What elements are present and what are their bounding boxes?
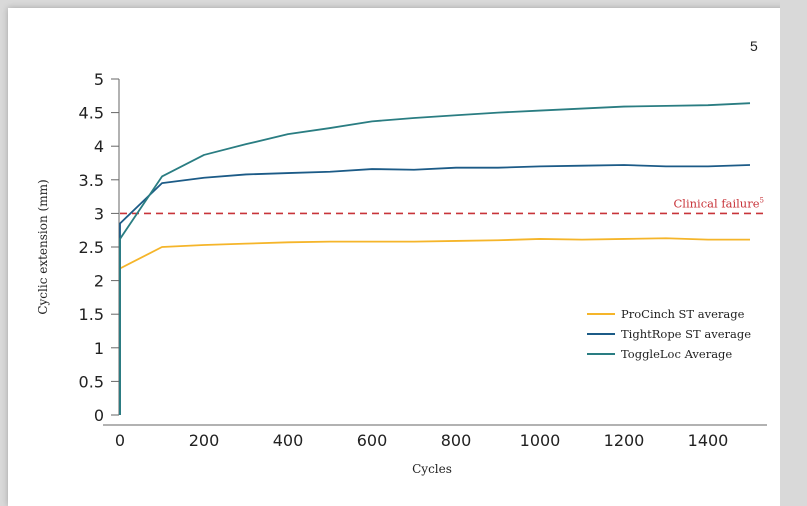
x-tick-label: 1200 xyxy=(604,431,645,450)
x-tick-label: 200 xyxy=(189,431,220,450)
chart-axes xyxy=(103,79,767,426)
y-tick-label: 3 xyxy=(94,204,104,223)
y-axis-label: Cyclic extension (mm) xyxy=(36,179,50,314)
x-tick-label: 800 xyxy=(441,431,472,450)
legend-label: TightRope ST average xyxy=(621,327,751,341)
y-tick-label: 2 xyxy=(94,272,104,291)
series-line-toggleloc-average xyxy=(119,102,751,415)
legend-label: ToggleLoc Average xyxy=(621,347,732,361)
page-edge xyxy=(780,0,807,506)
clinical-failure-reference: Clinical failure5 xyxy=(120,196,767,215)
y-tick-label: 0.5 xyxy=(79,372,104,391)
series-line-procinch-st-average xyxy=(119,237,750,415)
x-tick-label: 1400 xyxy=(688,431,729,450)
y-tick-label: 5 xyxy=(94,70,104,89)
clinical-failure-label: Clinical failure5 xyxy=(673,196,764,210)
x-axis-ticks: 0 200 400 600 800 1000 1200 1400 xyxy=(115,431,728,450)
chart-series xyxy=(119,102,751,415)
y-tick-label: 0 xyxy=(94,406,104,425)
legend-label: ProCinch ST average xyxy=(621,307,745,321)
y-axis-ticks: 0 0.5 1 1.5 2 2.5 3 3.5 4 4.5 5 xyxy=(79,70,119,425)
y-tick-label: 1 xyxy=(94,339,104,358)
page xyxy=(8,8,799,506)
series-line-tightrope-st-average xyxy=(119,164,751,415)
y-tick-label: 3.5 xyxy=(79,171,104,190)
x-tick-label: 400 xyxy=(273,431,304,450)
chart-legend: ProCinch ST average TightRope ST average T… xyxy=(587,307,751,361)
x-tick-label: 0 xyxy=(115,431,125,450)
x-axis-label: Cycles xyxy=(412,462,452,476)
y-tick-label: 2.5 xyxy=(79,238,104,257)
x-tick-label: 600 xyxy=(357,431,388,450)
y-tick-label: 4.5 xyxy=(79,104,104,123)
x-tick-label: 1000 xyxy=(520,431,561,450)
page-number: 5 xyxy=(750,38,758,54)
y-tick-label: 1.5 xyxy=(79,305,104,324)
y-tick-label: 4 xyxy=(94,137,104,156)
